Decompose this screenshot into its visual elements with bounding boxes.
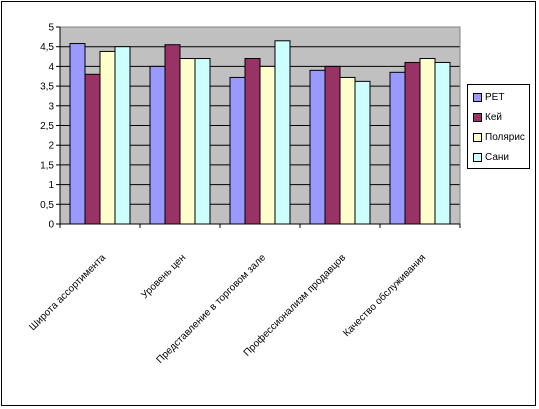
bar [114,46,131,225]
bar [434,61,451,225]
y-tick-label: 0,5 [40,200,54,211]
y-tick-label: 1 [48,180,54,191]
bar [194,58,211,225]
bar [149,65,166,225]
x-axis: Широта ассортимента Уровень ценПредставле… [27,223,461,366]
bar [179,58,196,225]
y-tick-label: 5 [48,23,54,34]
y-tick-label: 2 [48,141,54,152]
y-tick-label: 0 [48,220,54,231]
legend-label: Полярис [485,131,525,143]
bar [84,73,101,225]
bar [404,61,421,225]
bars [69,40,451,225]
x-tick-label: Качество обслуживания [341,252,429,340]
bar [244,58,261,225]
y-axis: 0 0,5 1 1,5 2 2,5 3 3,5 4 4,5 5 [40,23,61,231]
bar [274,40,291,225]
y-tick-label: 4,5 [40,42,54,53]
legend: РЕТ Кей Полярис Сани [467,84,530,169]
x-tick-label: Уровень цен [139,252,188,301]
y-tick-label: 3,5 [40,82,54,93]
bar [419,58,436,225]
bar [339,76,356,225]
bar [259,65,276,225]
y-tick-label: 1,5 [40,160,54,171]
legend-label: Сани [485,151,510,163]
bar [229,76,246,225]
bar [69,43,86,225]
bar [389,71,406,225]
legend-item: Полярис [473,131,525,143]
legend-item: Кей [473,111,502,123]
legend-swatch [473,152,482,162]
legend-item: Сани [473,151,509,163]
legend-item: РЕТ [473,91,504,103]
bar [164,44,181,225]
bar [309,69,326,225]
y-tick-label: 3 [48,101,54,112]
y-tick-label: 2,5 [40,121,54,132]
legend-swatch [473,92,482,102]
bar [354,80,371,225]
legend-swatch [473,132,482,142]
x-tick-label: Широта ассортимента [27,252,108,333]
y-tick-label: 4 [48,62,54,73]
legend-label: Кей [485,111,502,123]
legend-swatch [473,112,482,122]
bar [324,65,341,225]
legend-label: РЕТ [485,91,505,103]
bar [99,50,116,225]
